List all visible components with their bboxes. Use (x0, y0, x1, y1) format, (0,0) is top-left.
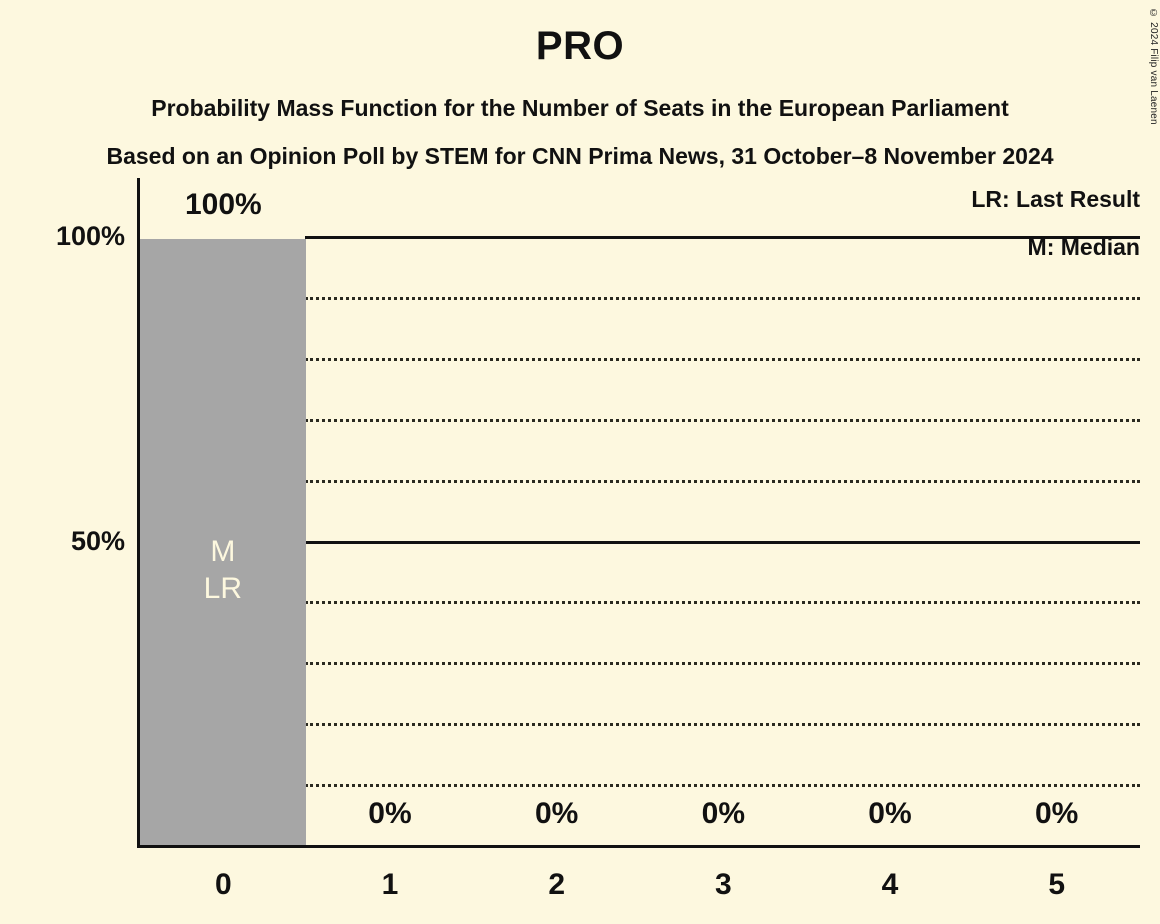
gridline-60-percent (305, 479, 1140, 483)
gridline-10-percent (305, 784, 1140, 788)
x-axis-tick-label-5: 5 (1048, 868, 1065, 901)
marker-label-m: M (210, 535, 236, 568)
y-axis-line (137, 178, 140, 848)
x-axis-tick-label-0: 0 (214, 868, 232, 901)
gridline-50-percent (305, 540, 1140, 544)
gridline-80-percent (305, 357, 1140, 361)
bar-marker-labels: M LR (140, 534, 306, 607)
chart-source-note: Based on an Opinion Poll by STEM for CNN… (106, 143, 1054, 169)
chart-header: PRO Probability Mass Function for the Nu… (0, 0, 1160, 168)
bar-value-label-seat-1: 0% (368, 797, 412, 830)
y-axis-tick-label: 50% (70, 525, 125, 556)
bar-value-label-seat-3: 0% (701, 797, 745, 830)
x-axis-tick-label-3: 3 (714, 868, 732, 901)
legend-item-median: M: Median (1027, 234, 1140, 260)
bar-value-label-seat-4: 0% (868, 797, 912, 830)
x-axis-line (137, 845, 1140, 848)
copyright-notice: © 2024 Filip van Laenen (1148, 8, 1159, 125)
bar-value-label-seat-5: 0% (1034, 797, 1079, 830)
gridline-70-percent (305, 418, 1140, 422)
marker-label-lr: LR (203, 571, 242, 605)
page-title: PRO (535, 24, 625, 68)
bar-value-label-seat-2: 0% (534, 797, 579, 830)
x-axis-tick-label-2: 2 (548, 868, 565, 901)
legend-item-last-result: LR: Last Result (971, 186, 1140, 212)
gridline-100-percent (305, 236, 1140, 239)
gridline-20-percent (305, 723, 1140, 727)
y-axis-tick-label: 100% (55, 221, 125, 251)
bar-value-label-seat-0: 100% (184, 188, 262, 221)
bar-seat-0: M LR (140, 239, 306, 848)
gridline-40-percent (305, 601, 1140, 605)
x-axis-tick-label-1: 1 (381, 868, 399, 901)
gridline-30-percent (305, 662, 1140, 666)
chart-subtitle: Probability Mass Function for the Number… (151, 95, 1009, 121)
x-axis-tick-label-4: 4 (881, 868, 899, 901)
gridline-90-percent (305, 296, 1140, 300)
